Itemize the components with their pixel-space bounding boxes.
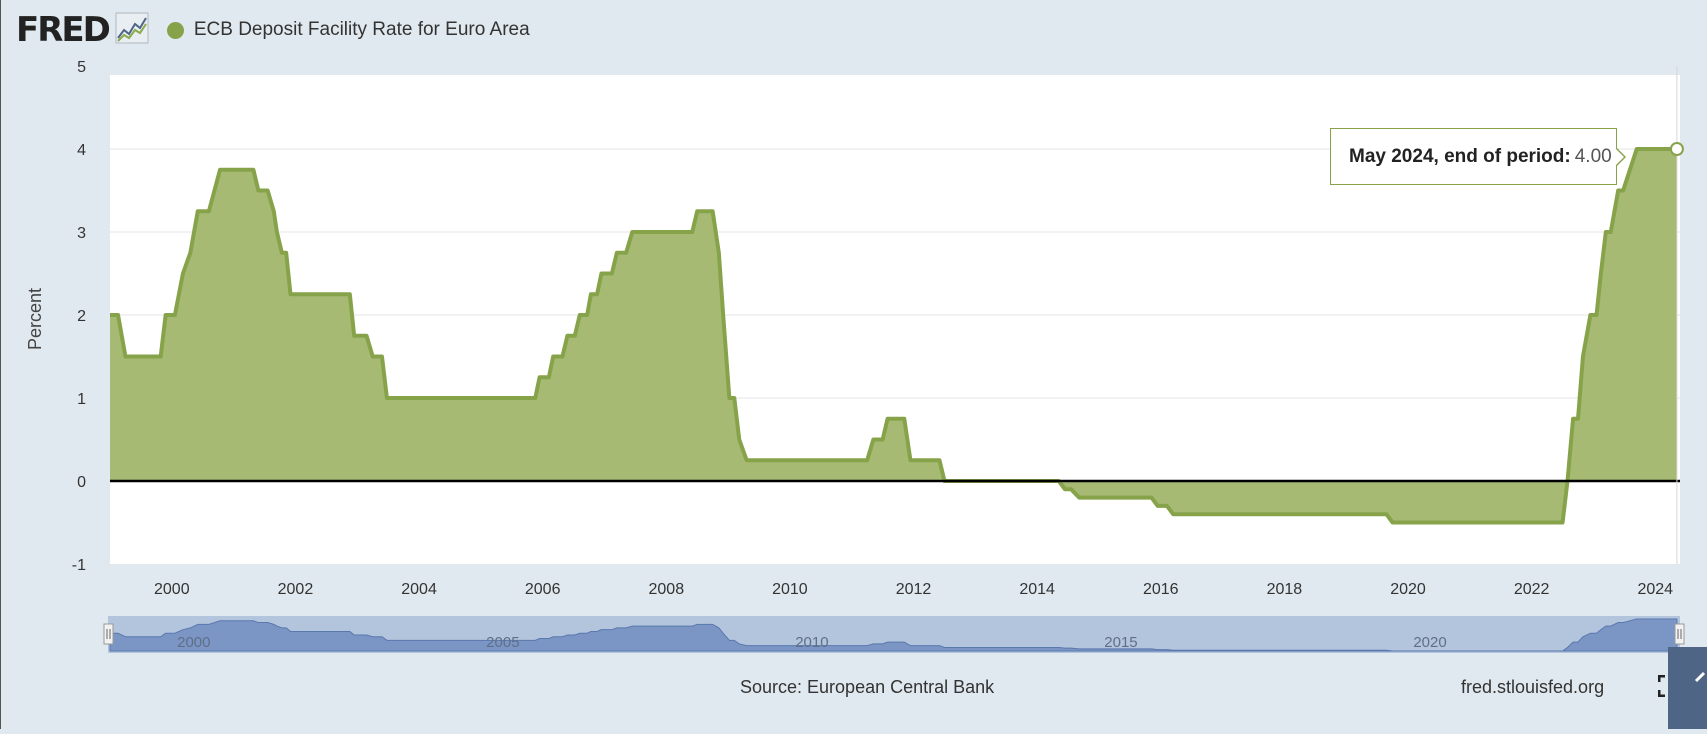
x-tick-label: 2022 xyxy=(1514,581,1550,598)
navigator-series-area xyxy=(109,618,1678,652)
x-tick-label: 2006 xyxy=(525,581,561,598)
series-line xyxy=(110,147,1677,525)
navigator-year-label: 2015 xyxy=(1104,634,1137,651)
x-tick-label: 2008 xyxy=(649,581,685,598)
y-tick-label: 1 xyxy=(77,391,86,408)
y-tick-label: 2 xyxy=(77,308,86,325)
y-tick-label: 4 xyxy=(77,142,86,159)
source-text: Source: European Central Bank xyxy=(740,677,995,697)
y-tick-label: 5 xyxy=(77,59,86,76)
tooltip-label: May 2024, end of period: xyxy=(1349,145,1571,167)
data-tooltip: May 2024, end of period: 4.00 xyxy=(1330,128,1626,185)
y-tick-label: 3 xyxy=(77,225,86,242)
tooltip-value: 4.00 xyxy=(1574,145,1612,167)
x-tick-label: 2004 xyxy=(401,581,437,598)
x-tick-label: 2016 xyxy=(1143,581,1179,598)
y-axis-label: Percent xyxy=(25,288,45,350)
x-tick-label: 2024 xyxy=(1637,581,1673,598)
series-area xyxy=(110,149,1677,523)
y-tick-label: 0 xyxy=(77,474,86,491)
x-tick-label: 2014 xyxy=(1019,581,1055,598)
navigator-year-label: 2010 xyxy=(795,634,828,651)
line-chart-icon xyxy=(115,12,149,49)
window-edge xyxy=(0,0,1,729)
y-tick-label: -1 xyxy=(72,557,86,574)
navigator-labels: 2000 2005 2010 2015 2020 xyxy=(177,634,1447,651)
navigator-year-label: 2000 xyxy=(177,634,210,651)
range-navigator[interactable]: 2000 2005 2010 2015 2020 xyxy=(103,616,1685,653)
fred-logo[interactable]: FRED xyxy=(16,10,111,50)
x-tick-label: 2002 xyxy=(278,581,314,598)
scroll-up-button[interactable] xyxy=(1668,647,1707,729)
navigator-year-label: 2005 xyxy=(486,634,519,651)
legend-marker xyxy=(166,21,184,39)
hover-point-marker xyxy=(1669,142,1684,156)
x-tick-label: 2000 xyxy=(154,581,190,598)
series-title[interactable]: ECB Deposit Facility Rate for Euro Area xyxy=(193,19,530,40)
x-tick-label: 2020 xyxy=(1390,581,1426,598)
site-link[interactable]: fred.stlouisfed.org xyxy=(1461,677,1605,697)
navigator-handle-right[interactable] xyxy=(1674,623,1685,645)
series-area-group xyxy=(110,147,1677,525)
navigator-year-label: 2020 xyxy=(1413,634,1446,651)
x-tick-label: 2018 xyxy=(1267,581,1303,598)
navigator-handle-left[interactable] xyxy=(103,623,114,645)
y-axis-ticks: -1 0 1 2 3 4 5 xyxy=(72,59,86,574)
x-tick-label: 2012 xyxy=(896,581,932,598)
x-axis-ticks: 2000 2002 2004 2006 2008 2010 2012 2014 2016 2018… xyxy=(154,581,1673,598)
chart-header: FRED ECB Deposit Facility Rate for Euro … xyxy=(16,10,530,50)
x-tick-label: 2010 xyxy=(772,581,808,598)
